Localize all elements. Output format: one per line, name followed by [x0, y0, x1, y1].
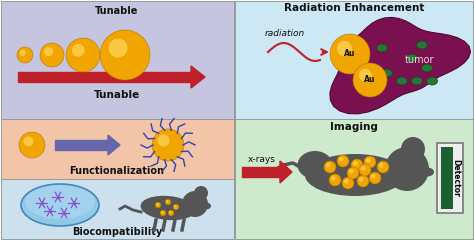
Ellipse shape [421, 64, 432, 72]
FancyBboxPatch shape [235, 1, 473, 119]
Text: Tunable: Tunable [95, 6, 139, 16]
Circle shape [329, 174, 341, 186]
Circle shape [152, 129, 184, 161]
Circle shape [337, 155, 349, 167]
Circle shape [155, 202, 161, 208]
Circle shape [339, 157, 344, 162]
Circle shape [359, 69, 372, 82]
Text: Detector: Detector [452, 159, 461, 197]
Polygon shape [191, 66, 205, 88]
Circle shape [361, 166, 365, 171]
Text: Au: Au [344, 49, 356, 59]
Circle shape [359, 177, 364, 182]
Polygon shape [280, 161, 292, 183]
Ellipse shape [141, 196, 195, 220]
Circle shape [364, 156, 376, 168]
Circle shape [182, 191, 208, 217]
Ellipse shape [376, 44, 388, 52]
Ellipse shape [25, 185, 95, 219]
Ellipse shape [305, 154, 405, 196]
Circle shape [20, 50, 26, 56]
Circle shape [353, 63, 387, 97]
Circle shape [156, 203, 158, 205]
Circle shape [359, 164, 371, 176]
Circle shape [351, 159, 363, 171]
Circle shape [331, 176, 336, 180]
Circle shape [401, 137, 425, 161]
Ellipse shape [356, 54, 367, 62]
Circle shape [194, 186, 208, 200]
Circle shape [66, 38, 100, 72]
Circle shape [168, 210, 174, 216]
Text: radiation: radiation [265, 29, 305, 38]
Circle shape [157, 134, 170, 147]
FancyBboxPatch shape [235, 119, 473, 239]
Ellipse shape [21, 184, 99, 226]
Circle shape [160, 210, 166, 216]
FancyBboxPatch shape [1, 179, 234, 239]
Circle shape [44, 47, 53, 56]
Polygon shape [108, 135, 120, 155]
Ellipse shape [427, 77, 438, 85]
Circle shape [169, 211, 171, 213]
Circle shape [173, 204, 179, 210]
Circle shape [357, 175, 369, 187]
Circle shape [330, 34, 370, 74]
Text: Au: Au [365, 76, 376, 84]
Circle shape [377, 161, 389, 173]
Circle shape [371, 174, 375, 179]
Circle shape [326, 163, 330, 168]
Ellipse shape [417, 41, 428, 49]
Circle shape [161, 211, 163, 213]
Ellipse shape [407, 54, 418, 62]
FancyBboxPatch shape [1, 1, 234, 119]
Circle shape [100, 30, 150, 80]
Polygon shape [330, 18, 471, 114]
Circle shape [23, 136, 33, 146]
Circle shape [19, 132, 45, 158]
Circle shape [109, 38, 128, 58]
Circle shape [17, 47, 33, 63]
Ellipse shape [298, 151, 332, 179]
Circle shape [72, 44, 85, 57]
Circle shape [349, 169, 354, 174]
Circle shape [165, 199, 171, 205]
FancyBboxPatch shape [441, 147, 453, 209]
Ellipse shape [420, 168, 434, 176]
Circle shape [40, 43, 64, 67]
Text: Tunable: Tunable [94, 90, 140, 100]
Circle shape [337, 41, 352, 56]
Circle shape [342, 177, 354, 189]
Circle shape [324, 161, 336, 173]
Ellipse shape [411, 77, 422, 85]
Circle shape [379, 163, 383, 168]
Ellipse shape [396, 77, 408, 85]
Text: x-rays: x-rays [248, 155, 276, 164]
Circle shape [174, 205, 176, 207]
Circle shape [385, 147, 429, 191]
Circle shape [369, 172, 381, 184]
FancyBboxPatch shape [1, 119, 234, 179]
Text: Imaging: Imaging [330, 122, 378, 132]
Ellipse shape [201, 203, 211, 210]
Text: tumor: tumor [405, 55, 435, 65]
Circle shape [166, 200, 168, 202]
Ellipse shape [382, 69, 392, 77]
Ellipse shape [366, 74, 377, 82]
Text: Functionalization: Functionalization [70, 166, 164, 176]
Circle shape [344, 179, 348, 184]
Text: Biocompatibility: Biocompatibility [72, 227, 162, 237]
Circle shape [366, 158, 371, 163]
FancyBboxPatch shape [437, 143, 463, 213]
Text: Radiation Enhancement: Radiation Enhancement [284, 3, 424, 13]
Circle shape [347, 167, 359, 179]
Circle shape [353, 161, 357, 166]
